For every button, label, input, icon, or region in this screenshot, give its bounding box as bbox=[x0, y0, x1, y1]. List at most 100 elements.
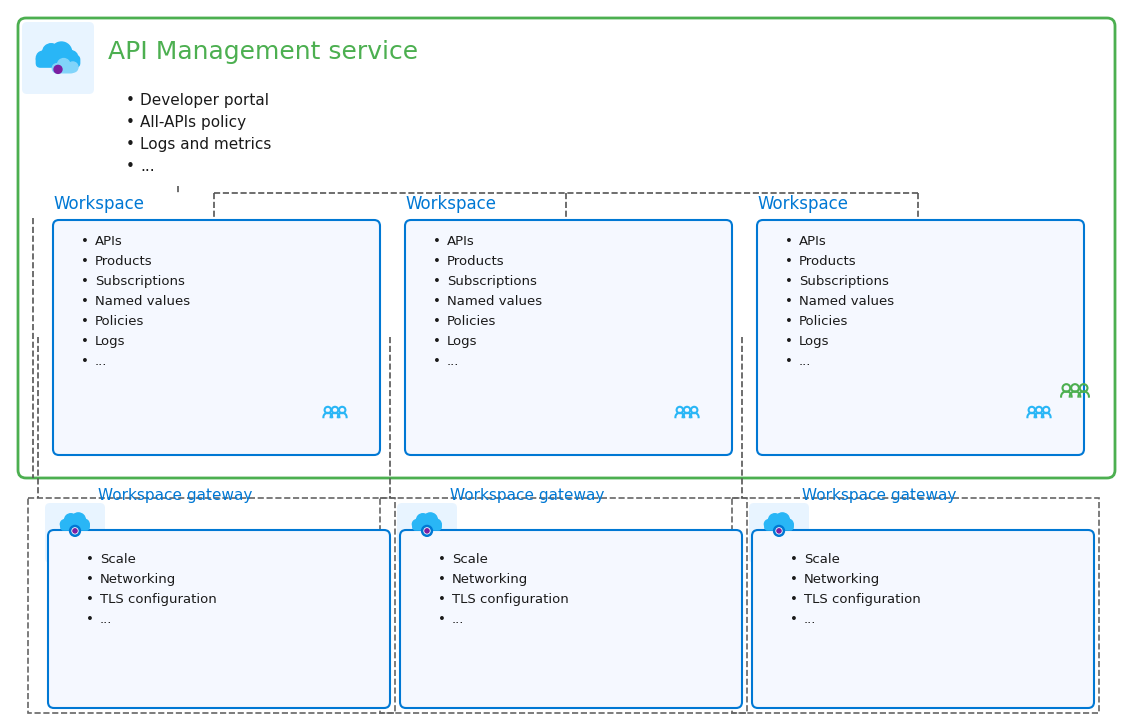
Text: Scale: Scale bbox=[804, 553, 840, 566]
Text: ...: ... bbox=[448, 355, 459, 368]
Text: Named values: Named values bbox=[448, 295, 542, 308]
FancyBboxPatch shape bbox=[53, 220, 380, 455]
Text: •: • bbox=[80, 255, 88, 268]
Circle shape bbox=[765, 520, 774, 528]
Text: •: • bbox=[433, 315, 441, 328]
Text: TLS configuration: TLS configuration bbox=[804, 593, 921, 606]
FancyBboxPatch shape bbox=[404, 220, 732, 455]
Text: Policies: Policies bbox=[799, 315, 849, 328]
FancyBboxPatch shape bbox=[757, 220, 1084, 455]
Bar bbox=[380, 498, 747, 713]
Text: •: • bbox=[790, 573, 798, 586]
Text: Products: Products bbox=[95, 255, 153, 268]
Text: •: • bbox=[433, 235, 441, 248]
Text: Products: Products bbox=[448, 255, 504, 268]
Text: •: • bbox=[790, 553, 798, 566]
Text: Subscriptions: Subscriptions bbox=[799, 275, 889, 288]
Circle shape bbox=[768, 514, 781, 526]
Text: •: • bbox=[433, 295, 441, 308]
Text: •: • bbox=[438, 553, 446, 566]
Text: ...: ... bbox=[140, 159, 154, 174]
Text: •: • bbox=[785, 275, 793, 288]
Text: Subscriptions: Subscriptions bbox=[95, 275, 185, 288]
Text: ...: ... bbox=[799, 355, 811, 368]
Circle shape bbox=[63, 50, 78, 65]
Circle shape bbox=[417, 514, 429, 526]
Text: APIs: APIs bbox=[448, 235, 475, 248]
Text: •: • bbox=[785, 355, 793, 368]
Circle shape bbox=[73, 528, 78, 533]
Text: Networking: Networking bbox=[452, 573, 528, 586]
Text: •: • bbox=[80, 275, 88, 288]
Circle shape bbox=[52, 64, 61, 73]
Text: •: • bbox=[790, 593, 798, 606]
Text: API Management service: API Management service bbox=[108, 40, 418, 64]
Text: TLS configuration: TLS configuration bbox=[452, 593, 569, 606]
Text: •: • bbox=[126, 137, 135, 152]
Text: •: • bbox=[438, 573, 446, 586]
FancyBboxPatch shape bbox=[400, 530, 742, 708]
Circle shape bbox=[65, 514, 77, 526]
Text: Workspace: Workspace bbox=[53, 195, 144, 213]
Text: Logs: Logs bbox=[95, 335, 126, 348]
Text: Workspace: Workspace bbox=[404, 195, 496, 213]
Circle shape bbox=[412, 520, 421, 528]
Text: Developer portal: Developer portal bbox=[140, 93, 269, 108]
Text: •: • bbox=[433, 275, 441, 288]
FancyBboxPatch shape bbox=[752, 530, 1094, 708]
Circle shape bbox=[432, 519, 441, 529]
Text: Subscriptions: Subscriptions bbox=[448, 275, 537, 288]
Text: ...: ... bbox=[804, 613, 817, 626]
Text: •: • bbox=[86, 553, 94, 566]
Text: Workspace gateway: Workspace gateway bbox=[450, 488, 604, 503]
Circle shape bbox=[775, 513, 790, 527]
Text: ...: ... bbox=[452, 613, 465, 626]
FancyBboxPatch shape bbox=[48, 530, 390, 708]
Text: Networking: Networking bbox=[804, 573, 880, 586]
Circle shape bbox=[36, 51, 50, 65]
Text: Networking: Networking bbox=[100, 573, 177, 586]
Circle shape bbox=[68, 62, 78, 72]
Text: •: • bbox=[86, 573, 94, 586]
Text: Products: Products bbox=[799, 255, 857, 268]
FancyBboxPatch shape bbox=[45, 503, 105, 563]
FancyBboxPatch shape bbox=[57, 65, 74, 73]
Text: •: • bbox=[126, 115, 135, 130]
Bar bbox=[28, 498, 395, 713]
Text: •: • bbox=[80, 335, 88, 348]
Text: •: • bbox=[86, 613, 94, 626]
Circle shape bbox=[774, 526, 784, 536]
Circle shape bbox=[79, 519, 90, 529]
FancyBboxPatch shape bbox=[61, 523, 90, 530]
Circle shape bbox=[783, 519, 793, 529]
Text: •: • bbox=[433, 355, 441, 368]
Text: •: • bbox=[80, 355, 88, 368]
Text: Logs: Logs bbox=[448, 335, 477, 348]
Circle shape bbox=[58, 58, 70, 71]
Text: Logs and metrics: Logs and metrics bbox=[140, 137, 272, 152]
Text: •: • bbox=[790, 613, 798, 626]
Circle shape bbox=[71, 513, 85, 527]
Text: •: • bbox=[785, 295, 793, 308]
Text: TLS configuration: TLS configuration bbox=[100, 593, 216, 606]
Circle shape bbox=[421, 526, 433, 536]
Text: •: • bbox=[126, 93, 135, 108]
Text: •: • bbox=[785, 315, 793, 328]
FancyBboxPatch shape bbox=[397, 503, 457, 563]
Text: Scale: Scale bbox=[452, 553, 488, 566]
Text: •: • bbox=[80, 235, 88, 248]
Text: •: • bbox=[438, 613, 446, 626]
Circle shape bbox=[73, 528, 77, 533]
Text: Workspace gateway: Workspace gateway bbox=[97, 488, 253, 503]
Circle shape bbox=[776, 528, 782, 533]
Text: •: • bbox=[80, 315, 88, 328]
Text: Workspace gateway: Workspace gateway bbox=[802, 488, 956, 503]
Text: Scale: Scale bbox=[100, 553, 136, 566]
Text: Workspace: Workspace bbox=[757, 195, 847, 213]
Text: •: • bbox=[433, 255, 441, 268]
Text: •: • bbox=[785, 335, 793, 348]
Text: •: • bbox=[433, 335, 441, 348]
Text: APIs: APIs bbox=[799, 235, 827, 248]
Text: •: • bbox=[80, 295, 88, 308]
Text: Named values: Named values bbox=[95, 295, 190, 308]
